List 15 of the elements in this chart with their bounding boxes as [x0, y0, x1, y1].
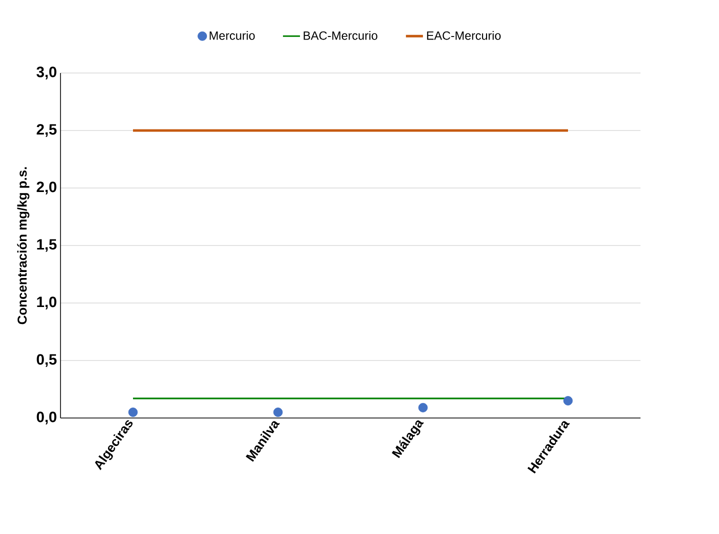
y-axis-title: Concentración mg/kg p.s.	[17, 167, 30, 324]
y-tick-label: 0,5	[36, 354, 57, 367]
y-tick-label: 3,0	[36, 66, 56, 80]
legend-label: BAC-Mercurio	[304, 31, 378, 40]
point	[273, 408, 283, 417]
legend-label: EAC-Mercurio	[427, 31, 501, 40]
legend-label: Mercurio	[210, 31, 255, 40]
point	[128, 408, 138, 417]
y-tick-label: 1,0	[37, 296, 56, 310]
point	[418, 402, 428, 412]
y-tick-label: 0,0	[36, 412, 56, 424]
point	[563, 396, 573, 406]
y-tick-label: 2,5	[36, 124, 57, 137]
y-tick-label: 1,5	[37, 239, 57, 252]
y-tick-label: 2,0	[36, 182, 56, 194]
